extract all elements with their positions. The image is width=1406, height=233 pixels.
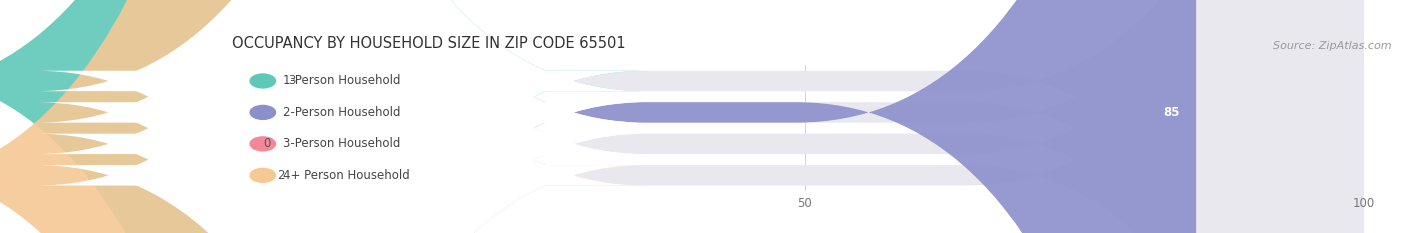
Ellipse shape [249,73,276,89]
Text: 0: 0 [263,137,270,150]
Text: 2-Person Household: 2-Person Household [283,106,401,119]
Ellipse shape [249,105,276,120]
Text: 4+ Person Household: 4+ Person Household [283,169,409,182]
Text: 2: 2 [277,169,285,182]
FancyBboxPatch shape [0,0,645,233]
Text: 3: 3 [288,75,295,87]
FancyBboxPatch shape [246,0,1364,233]
FancyBboxPatch shape [246,0,1364,233]
Text: 1-Person Household: 1-Person Household [283,75,401,87]
FancyBboxPatch shape [246,0,1197,233]
FancyBboxPatch shape [37,0,645,233]
FancyBboxPatch shape [37,0,645,233]
FancyBboxPatch shape [0,0,645,233]
Ellipse shape [249,136,276,151]
Text: 85: 85 [1163,106,1180,119]
FancyBboxPatch shape [246,0,1364,233]
FancyBboxPatch shape [37,0,645,233]
Text: 3-Person Household: 3-Person Household [283,137,401,150]
FancyBboxPatch shape [37,0,645,233]
Text: Source: ZipAtlas.com: Source: ZipAtlas.com [1274,41,1392,51]
FancyBboxPatch shape [246,0,1364,233]
Ellipse shape [249,168,276,183]
Text: OCCUPANCY BY HOUSEHOLD SIZE IN ZIP CODE 65501: OCCUPANCY BY HOUSEHOLD SIZE IN ZIP CODE … [232,36,626,51]
